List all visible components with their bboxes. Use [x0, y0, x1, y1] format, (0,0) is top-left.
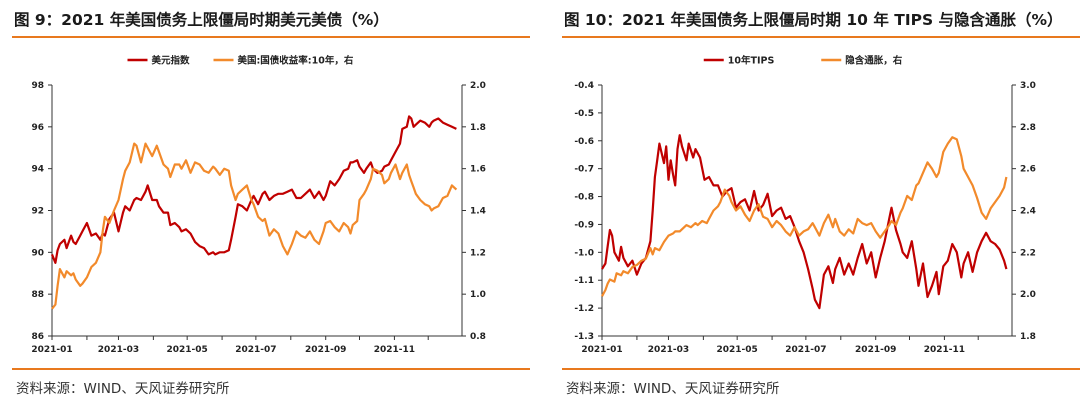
y-right-tick-label: 1.8 — [470, 123, 486, 133]
series-line — [601, 136, 1008, 297]
y-left-tick-label: -0.5 — [574, 109, 594, 119]
y-right-tick-label: 0.8 — [470, 332, 486, 342]
y-left-tick-label: -1.3 — [574, 332, 594, 342]
y-left-tick-label: 90 — [31, 248, 44, 258]
series-line — [51, 142, 458, 310]
x-tick-label: 2021-09 — [855, 345, 896, 355]
y-left-tick-label: -0.9 — [574, 220, 594, 230]
figure-9-panel: 图 9：2021 年美国债务上限僵局时期美元美债（%） 86 88 90 92 94 96… — [0, 0, 530, 408]
y-left-tick-label: 88 — [31, 290, 44, 300]
y-left-tick-label: 98 — [31, 81, 44, 91]
x-tick-label: 2021-11 — [374, 345, 415, 355]
y-right-tick-label: 1.6 — [470, 165, 486, 175]
y-left-tick-label: -0.7 — [574, 165, 594, 175]
title-rule — [562, 36, 1080, 38]
x-tick-label: 2021-03 — [98, 345, 139, 355]
y-right-tick-label: 2.8 — [1020, 123, 1036, 133]
legend: 10年TIPS 隐含通胀，右 — [703, 55, 903, 67]
y-right-tick-label: 1.2 — [470, 248, 486, 258]
source-note: 资料来源：WIND、天风证券研究所 — [566, 381, 780, 397]
x-tick-label: 2021-01 — [31, 345, 72, 355]
legend: 美元指数 美国:国债收益率:10年，右 — [127, 55, 354, 67]
y-left-tick-label: -0.6 — [574, 137, 594, 147]
x-tick-label: 2021-03 — [648, 345, 689, 355]
y-left-tick-label: -1.1 — [574, 276, 594, 286]
y-left-tick-label: -1.0 — [574, 248, 594, 258]
y-left-tick-label: -0.4 — [574, 81, 594, 91]
legend-label: 美元指数 — [151, 55, 191, 67]
x-tick-label: 2021-09 — [305, 345, 346, 355]
series-line — [50, 115, 457, 264]
y-right-tick-label: 2.0 — [1020, 290, 1036, 300]
y-right-tick-label: 1.8 — [1020, 332, 1036, 342]
y-right-tick-label: 2.0 — [470, 81, 486, 91]
x-tick-label: 2021-05 — [717, 345, 758, 355]
y-right-tick-label: 2.2 — [1020, 248, 1036, 258]
y-right-tick-label: 1.4 — [470, 207, 486, 217]
chart-title: 图 9：2021 年美国债务上限僵局时期美元美债（%） — [14, 11, 389, 29]
x-tick-label: 2021-05 — [167, 345, 208, 355]
chart-title: 图 10：2021 年美国债务上限僵局时期 10 年 TIPS 与隐含通胀（%） — [564, 11, 1063, 29]
y-left-tick-label: -0.8 — [574, 193, 594, 203]
y-right-tick-label: 3.0 — [1020, 81, 1036, 91]
y-right-tick-label: 2.6 — [1020, 165, 1036, 175]
title-rule — [12, 36, 530, 38]
y-right-tick-label: 1.0 — [470, 290, 486, 300]
x-tick-label: 2021-07 — [785, 345, 826, 355]
line-chart-usd-treasury: 86 88 90 92 94 96 98 0.8 1.0 1.2 1.4 1.6 1.8 2.0 2021-… — [31, 55, 486, 356]
y-left-tick-label: 96 — [31, 123, 44, 133]
source-note: 资料来源：WIND、天风证券研究所 — [16, 381, 230, 397]
legend-label: 美国:国债收益率:10年，右 — [237, 55, 354, 67]
y-left-tick-label: 86 — [31, 332, 44, 342]
legend-label: 10年TIPS — [728, 55, 775, 67]
figure-10-panel: 图 10：2021 年美国债务上限僵局时期 10 年 TIPS 与隐含通胀（%）… — [550, 0, 1080, 408]
series-line — [601, 134, 1008, 310]
line-chart-tips-breakeven: -1.3 -1.2 -1.1 -1.0 -0.9 -0.8 -0.7 -0.6 -0.5 -0.4… — [574, 55, 1036, 356]
y-left-tick-label: -1.2 — [574, 304, 594, 314]
y-right-tick-label: 2.4 — [1020, 207, 1036, 217]
y-left-tick-label: 92 — [31, 207, 44, 217]
source-rule — [12, 368, 530, 370]
y-left-tick-label: 94 — [31, 165, 44, 175]
x-tick-label: 2021-01 — [581, 345, 622, 355]
legend-label: 隐含通胀，右 — [845, 55, 903, 67]
x-tick-label: 2021-11 — [924, 345, 965, 355]
x-tick-label: 2021-07 — [235, 345, 276, 355]
source-rule — [562, 368, 1080, 370]
